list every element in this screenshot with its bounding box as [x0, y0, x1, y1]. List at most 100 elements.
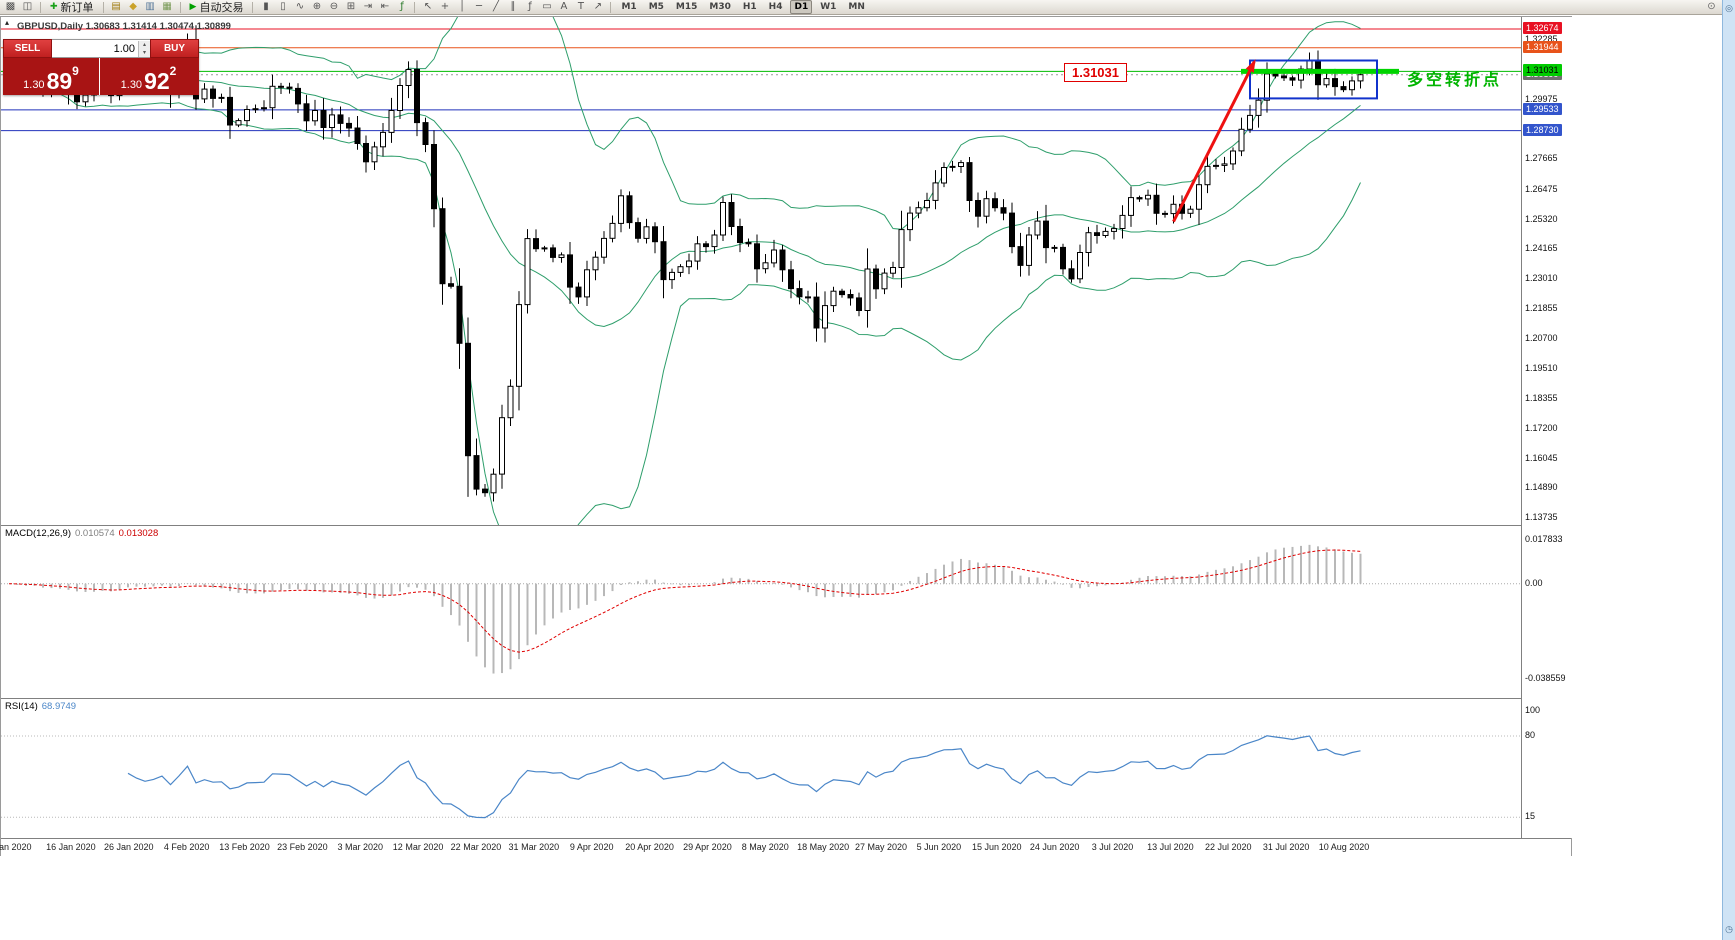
data-window-icon[interactable]: ◆ [129, 0, 137, 12]
price-tick: 1.29975 [1525, 93, 1558, 104]
autotrade-button[interactable]: ▶ 自动交易 [186, 1, 248, 14]
volume-field[interactable]: 1.00 ▴ ▾ [52, 39, 150, 58]
channel-icon[interactable]: ∥ [510, 0, 516, 12]
sell-button[interactable]: SELL [3, 39, 52, 58]
candlestick-chart-icon[interactable]: ▯ [280, 0, 286, 12]
one-click-collapse-arrow[interactable]: ▴ [5, 18, 10, 27]
text-label-icon[interactable]: T [577, 0, 585, 12]
auto-scroll-icon[interactable]: ⇥ [363, 0, 373, 12]
timeframe-m30-button[interactable]: M30 [709, 2, 731, 12]
date-label: 31 Mar 2020 [508, 842, 560, 852]
buy-price-big: 92 [144, 68, 170, 94]
autotrade-button-label: 自动交易 [199, 1, 244, 14]
date-axis[interactable]: Jan 2020 16 Jan 2020 26 Jan 2020 4 Feb 2020… [0, 838, 1571, 856]
price-badge: 1.31031 [1523, 64, 1562, 77]
price-tick: 1.32285 [1525, 34, 1558, 44]
timeframe-d1-button[interactable]: D1 [790, 0, 813, 14]
new-order-button-icon: ✚ [50, 2, 58, 12]
line-chart-icon[interactable]: ∿ [295, 0, 305, 12]
cursor-icon[interactable]: ↖ [423, 0, 433, 12]
price-badge: 1.32674 [1523, 21, 1562, 34]
date-label: 12 Mar 2020 [392, 842, 444, 852]
date-label: 3 Jul 2020 [1091, 842, 1134, 852]
volume-value[interactable]: 1.00 [113, 42, 135, 55]
one-click-trading-widget: SELL 1.00 ▴ ▾ BUY 1.30 89 9 1.30 92 2 [3, 39, 199, 95]
arrow-icon[interactable]: ↗ [593, 0, 603, 12]
rsi-tick: 15 [1525, 811, 1536, 822]
date-label: 27 May 2020 [855, 842, 908, 852]
rsi-pane[interactable] [1, 698, 1571, 838]
date-label: 20 Apr 2020 [625, 842, 674, 852]
timeframe-m15-button[interactable]: M15 [675, 2, 698, 12]
indicators-icon[interactable]: ƒ [400, 0, 404, 12]
date-label: 10 Aug 2020 [1318, 842, 1370, 852]
macd-header: MACD(12,26,9) 0.010574 0.013028 [5, 528, 158, 539]
timeframe-m1-button[interactable]: M1 [621, 2, 637, 12]
sell-price-panel[interactable]: 1.30 89 9 [3, 58, 100, 95]
date-label: 18 May 2020 [797, 842, 850, 852]
price-tick: 1.27665 [1525, 153, 1558, 164]
timeframe-m5-button[interactable]: M5 [648, 2, 664, 12]
right-side-strip[interactable]: ◎ ◷ [1722, 0, 1735, 940]
magnifier-icon[interactable]: ◎ [1725, 3, 1733, 13]
clock-icon[interactable]: ◷ [1725, 924, 1733, 934]
horizontal-line-icon[interactable]: ─ [475, 0, 482, 12]
navigator-icon[interactable]: ▥ [145, 0, 155, 12]
timeframe-h4-button[interactable]: H4 [768, 2, 783, 12]
new-chart-icon[interactable]: ▩ [5, 0, 16, 12]
macd-signal-value: 0.013028 [118, 528, 159, 539]
date-label: 5 Jun 2020 [916, 842, 962, 852]
date-label: 15 Jun 2020 [972, 842, 1022, 852]
date-label: 23 Feb 2020 [277, 842, 328, 852]
price-tick: 1.19510 [1525, 363, 1558, 374]
date-label: 31 Jul 2020 [1262, 842, 1310, 852]
main-toolbar: ▩ ◫ ✚ 新订单 ▤ ◆ ▥ ▦ ▶ 自动交易 ▮ ▯ ∿ ⊕ ⊖ ⊞ ⇥ ⇤ ƒ ↖ + │ ─ ╱ ∥ ƒ ▭ A T ↗ M1 M5 M… [0, 0, 1722, 15]
price-tick: 1.24165 [1525, 243, 1558, 254]
macd-tick: 0.017833 [1525, 533, 1563, 544]
bar-chart-icon[interactable]: ▮ [263, 0, 269, 12]
toolbar-separator [102, 1, 104, 13]
macd-pane[interactable] [1, 525, 1571, 698]
date-label: 29 Apr 2020 [683, 842, 732, 852]
autotrade-button-icon: ▶ [189, 2, 197, 12]
market-watch-icon[interactable]: ▤ [111, 0, 121, 12]
tile-windows-icon[interactable]: ⊞ [346, 0, 356, 12]
profiles-icon[interactable]: ◫ [22, 0, 33, 12]
price-tick: 1.14890 [1525, 482, 1558, 493]
toolbar-separator [179, 1, 181, 13]
price-tick: 1.25320 [1525, 213, 1558, 224]
date-label: 13 Jul 2020 [1147, 842, 1194, 852]
timeframe-w1-button[interactable]: W1 [820, 2, 837, 12]
price-callout-label[interactable]: 1.31031 [1064, 63, 1127, 82]
terminal-icon[interactable]: ▦ [162, 0, 172, 12]
macd-tick: -0.038559 [1525, 672, 1566, 683]
price-chart[interactable] [1, 17, 1571, 525]
fibonacci-icon[interactable]: ƒ [528, 0, 532, 12]
buy-price-panel[interactable]: 1.30 92 2 [100, 58, 197, 95]
text-icon[interactable]: A [560, 0, 568, 12]
turning-point-annotation[interactable]: 多空转折点 [1407, 70, 1503, 89]
zoom-out-icon[interactable]: ⊖ [329, 0, 339, 12]
price-axis[interactable]: 1.32285 1.29975 1.27665 1.26475 1.25320 1.241… [1521, 17, 1572, 838]
volume-spinner[interactable]: ▴ ▾ [138, 40, 150, 57]
search-icon[interactable]: ⊙ [1707, 0, 1716, 12]
date-label: 4 Feb 2020 [163, 842, 210, 852]
price-tick: 1.18355 [1525, 393, 1558, 404]
crosshair-icon[interactable]: + [440, 0, 450, 12]
timeframe-h1-button[interactable]: H1 [742, 2, 757, 12]
vertical-line-icon[interactable]: │ [458, 0, 465, 12]
price-tick: 1.26475 [1525, 183, 1558, 194]
volume-up-icon[interactable]: ▴ [139, 40, 150, 49]
shapes-icon[interactable]: ▭ [542, 0, 552, 12]
timeframe-mn-button[interactable]: MN [848, 2, 865, 12]
new-order-button[interactable]: ✚ 新订单 [46, 1, 98, 14]
rsi-tick: 100 [1525, 705, 1541, 715]
zoom-in-icon[interactable]: ⊕ [312, 0, 322, 12]
toolbar-separator [252, 1, 254, 13]
buy-button[interactable]: BUY [150, 39, 199, 58]
macd-tick: 0.00 [1525, 577, 1543, 588]
trendline-icon[interactable]: ╱ [492, 0, 499, 12]
date-label: 24 Jun 2020 [1029, 842, 1080, 852]
volume-down-icon[interactable]: ▾ [139, 48, 150, 57]
chart-shift-icon[interactable]: ⇤ [380, 0, 390, 12]
